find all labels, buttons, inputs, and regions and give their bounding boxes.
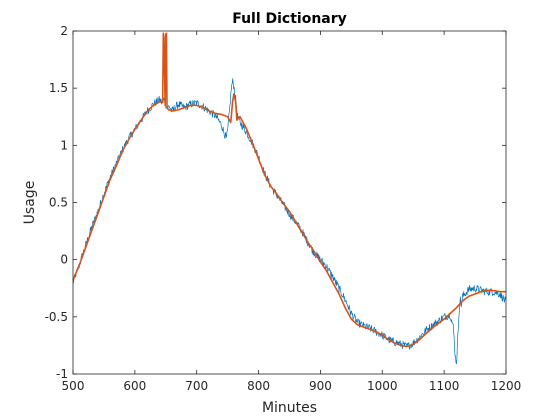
chart-title: Full Dictionary — [232, 11, 347, 27]
y-tick-label: -1 — [56, 367, 68, 381]
x-tick-label: 600 — [123, 379, 146, 393]
x-tick-label: 900 — [309, 379, 332, 393]
y-tick-label: 0.5 — [49, 196, 68, 210]
y-tick-label: 2 — [60, 24, 68, 38]
x-tick-label: 1000 — [367, 379, 398, 393]
x-tick-label: 500 — [62, 379, 85, 393]
series-layer — [72, 32, 507, 365]
x-tick-label: 800 — [247, 379, 270, 393]
series-line-smooth — [72, 32, 506, 348]
tick-layer: 500 600 700 800 900 1000 1100 1200 -1 -0.5 0 0.5 1 1.… — [45, 24, 522, 393]
x-tick-label: 700 — [185, 379, 208, 393]
y-tick-label: 0 — [60, 253, 68, 267]
series-line-noisy — [72, 78, 507, 365]
y-tick-label: -0.5 — [45, 310, 68, 324]
x-tick-label: 1100 — [429, 379, 460, 393]
x-axis-label: Minutes — [262, 400, 317, 416]
x-tick-label: 1200 — [491, 379, 522, 393]
plot-area — [73, 31, 506, 374]
y-axis-label: Usage — [22, 181, 38, 225]
y-tick-label: 1.5 — [49, 81, 68, 95]
y-tick-label: 1 — [60, 138, 68, 152]
